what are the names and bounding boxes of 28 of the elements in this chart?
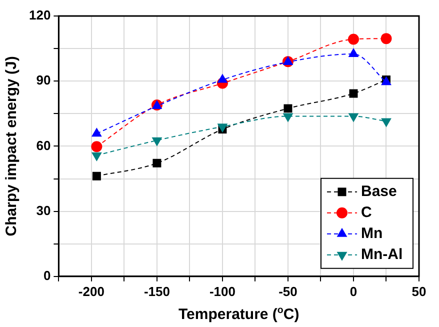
x-tick-label: -200 xyxy=(78,284,104,299)
y-tick-label: 30 xyxy=(36,202,51,218)
y-tick-label: 120 xyxy=(28,8,51,23)
point xyxy=(152,137,162,146)
y-tick-label: 60 xyxy=(36,138,51,153)
point xyxy=(349,89,358,98)
point xyxy=(282,113,294,122)
point xyxy=(152,158,162,168)
point xyxy=(91,141,102,152)
x-tick-label: -150 xyxy=(144,284,170,299)
y-tick-label: 90 xyxy=(36,72,51,88)
point xyxy=(348,113,359,122)
x-tick-label: -50 xyxy=(278,284,298,299)
y-axis-title: Charpy impact energy (J) xyxy=(3,56,20,236)
legend-label: C xyxy=(361,204,372,222)
x-tick-label: 50 xyxy=(412,284,426,299)
point xyxy=(380,33,392,44)
point xyxy=(284,104,292,113)
point xyxy=(381,118,392,128)
legend-label: Base xyxy=(361,183,397,200)
point xyxy=(348,34,359,45)
point xyxy=(91,152,102,162)
point xyxy=(92,172,101,180)
y-tick-label: 0 xyxy=(43,268,51,283)
x-tick-label: -100 xyxy=(209,284,236,299)
legend-label: Mn-Al xyxy=(361,246,403,264)
legend-label: Mn xyxy=(361,225,383,242)
x-tick-label: 0 xyxy=(350,284,358,299)
